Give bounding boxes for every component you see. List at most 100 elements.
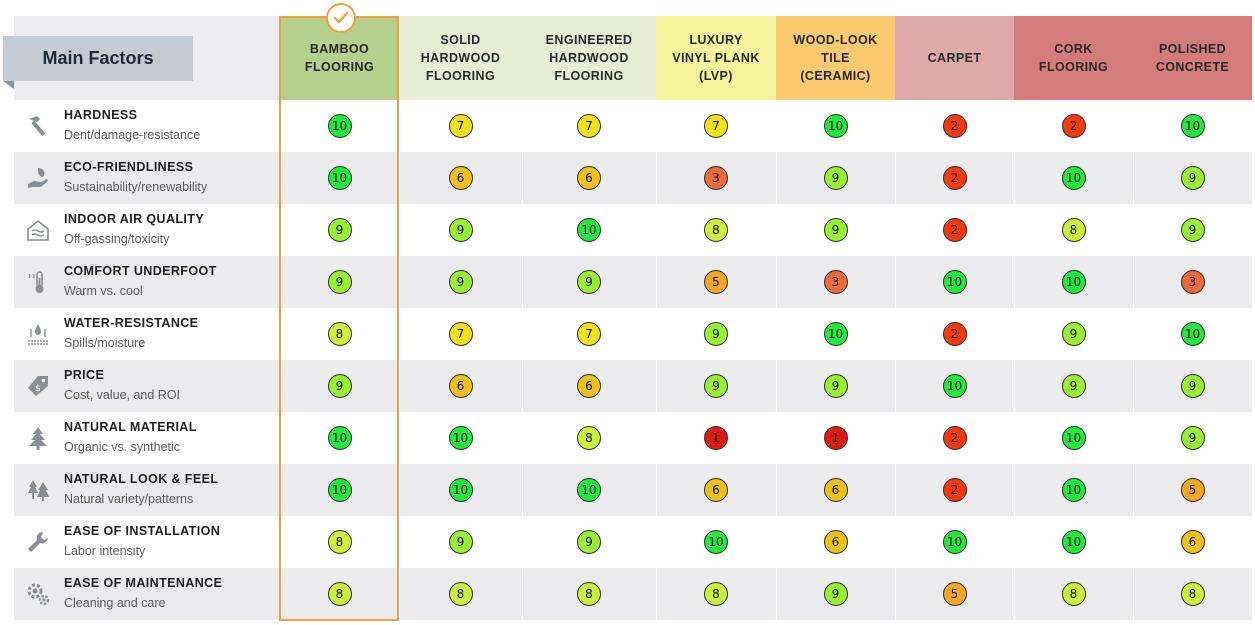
score-badge: 9 xyxy=(448,270,473,294)
score-badge: 6 xyxy=(1180,530,1205,554)
svg-text:$: $ xyxy=(35,384,41,394)
score-badge: 1 xyxy=(704,426,728,450)
factor-cell: $ Price Cost, value, and ROI xyxy=(14,360,280,412)
factor-name: Comfort Underfoot xyxy=(64,264,217,278)
table-row xyxy=(14,412,1252,464)
factor-subtitle: Off-gassing/toxicity xyxy=(64,232,170,246)
factor-subtitle: Warm vs. cool xyxy=(64,284,143,298)
score-badge: 8 xyxy=(577,582,601,606)
factor-cell: Water-Resistance Spills/moisture xyxy=(14,308,280,360)
factor-subtitle: Labor intensity xyxy=(64,544,146,558)
table-row xyxy=(14,360,1252,412)
column-header: Solid Hardwood Flooring xyxy=(399,16,522,100)
column-divider xyxy=(399,100,400,620)
score-badge: 8 xyxy=(1061,218,1086,242)
score-badge: 10 xyxy=(1061,478,1086,502)
thermometer-icon xyxy=(25,269,51,295)
score-badge: 9 xyxy=(327,374,352,398)
score-badge: 8 xyxy=(327,530,352,554)
column-header: Wood-Look Tile (Ceramic) xyxy=(776,16,895,100)
score-badge: 10 xyxy=(448,426,473,450)
score-badge: 10 xyxy=(942,374,967,398)
score-badge: 10 xyxy=(327,478,352,502)
score-badge: 9 xyxy=(1061,374,1086,398)
score-badge: 5 xyxy=(1180,478,1205,502)
factor-name: Hardness xyxy=(64,108,138,122)
column-divider xyxy=(776,100,777,620)
score-badge: 10 xyxy=(823,322,848,346)
pine-tree-icon xyxy=(25,425,51,451)
factor-subtitle: Sustainability/renewability xyxy=(64,180,208,194)
forest-icon xyxy=(25,477,51,503)
score-badge: 9 xyxy=(823,582,848,606)
score-badge: 8 xyxy=(577,426,601,450)
factor-cell: Ease of Installation Labor intensity xyxy=(14,516,280,568)
table-row xyxy=(14,464,1252,516)
score-badge: 6 xyxy=(448,166,473,190)
hammer-icon xyxy=(25,113,51,139)
score-badge: 8 xyxy=(704,582,728,606)
score-badge: 10 xyxy=(448,478,473,502)
column-header: Carpet xyxy=(895,16,1014,100)
score-badge: 3 xyxy=(823,270,848,294)
price-tag-icon: $ xyxy=(25,373,51,399)
score-badge: 2 xyxy=(942,114,967,138)
table-row xyxy=(14,204,1252,256)
factor-subtitle: Cleaning and care xyxy=(64,596,166,610)
house-air-icon xyxy=(25,217,51,243)
score-badge: 9 xyxy=(448,218,473,242)
score-badge: 5 xyxy=(704,270,728,294)
score-badge: 2 xyxy=(1061,114,1086,138)
score-badge: 10 xyxy=(1180,322,1205,346)
factor-cell: Hardness Dent/damage-resistance xyxy=(14,100,280,152)
column-header: Cork Flooring xyxy=(1014,16,1133,100)
factor-cell: Eco-Friendliness Sustainability/renewabil… xyxy=(14,152,280,204)
column-header: Luxury Vinyl Plank (LVP) xyxy=(656,16,776,100)
score-badge: 10 xyxy=(327,426,352,450)
score-badge: 2 xyxy=(942,166,967,190)
score-badge: 6 xyxy=(577,166,601,190)
score-badge: 8 xyxy=(704,218,728,242)
score-badge: 6 xyxy=(823,530,848,554)
wrench-icon xyxy=(25,529,51,555)
score-badge: 9 xyxy=(448,530,473,554)
score-badge: 9 xyxy=(1180,166,1205,190)
score-badge: 2 xyxy=(942,478,967,502)
score-badge: 9 xyxy=(1180,218,1205,242)
column-divider xyxy=(895,100,896,620)
factor-cell: Comfort Underfoot Warm vs. cool xyxy=(14,256,280,308)
score-badge: 8 xyxy=(327,582,352,606)
column-divider xyxy=(522,100,523,620)
score-badge: 8 xyxy=(448,582,473,606)
table-row xyxy=(14,100,1252,152)
score-badge: 8 xyxy=(327,322,352,346)
water-drops-icon xyxy=(25,321,51,347)
column-divider xyxy=(656,100,657,620)
factor-name: Price xyxy=(64,368,105,382)
factor-name: Indoor Air Quality xyxy=(64,212,205,226)
score-badge: 5 xyxy=(942,582,967,606)
score-badge: 9 xyxy=(1180,426,1205,450)
factor-name: Water-Resistance xyxy=(64,316,199,330)
eco-hand-leaf-icon xyxy=(25,165,51,191)
score-badge: 2 xyxy=(942,218,967,242)
factor-subtitle: Spills/moisture xyxy=(64,336,146,350)
score-badge: 10 xyxy=(1061,426,1086,450)
table-row xyxy=(14,256,1252,308)
gears-icon xyxy=(25,581,51,607)
factor-name: Ease of Installation xyxy=(64,524,221,538)
score-badge: 7 xyxy=(577,322,601,346)
score-badge: 9 xyxy=(327,270,352,294)
factor-subtitle: Natural variety/patterns xyxy=(64,492,194,506)
score-badge: 10 xyxy=(1061,530,1086,554)
score-badge: 9 xyxy=(1180,374,1205,398)
factor-cell: Natural Look & Feel Natural variety/patte… xyxy=(14,464,280,516)
score-badge: 10 xyxy=(704,530,728,554)
score-badge: 6 xyxy=(704,478,728,502)
column-header: Bamboo Flooring xyxy=(280,16,399,100)
score-badge: 8 xyxy=(1061,582,1086,606)
score-badge: 9 xyxy=(327,218,352,242)
column-header: Polished Concrete xyxy=(1133,16,1252,100)
factor-cell: Indoor Air Quality Off-gassing/toxicity xyxy=(14,204,280,256)
